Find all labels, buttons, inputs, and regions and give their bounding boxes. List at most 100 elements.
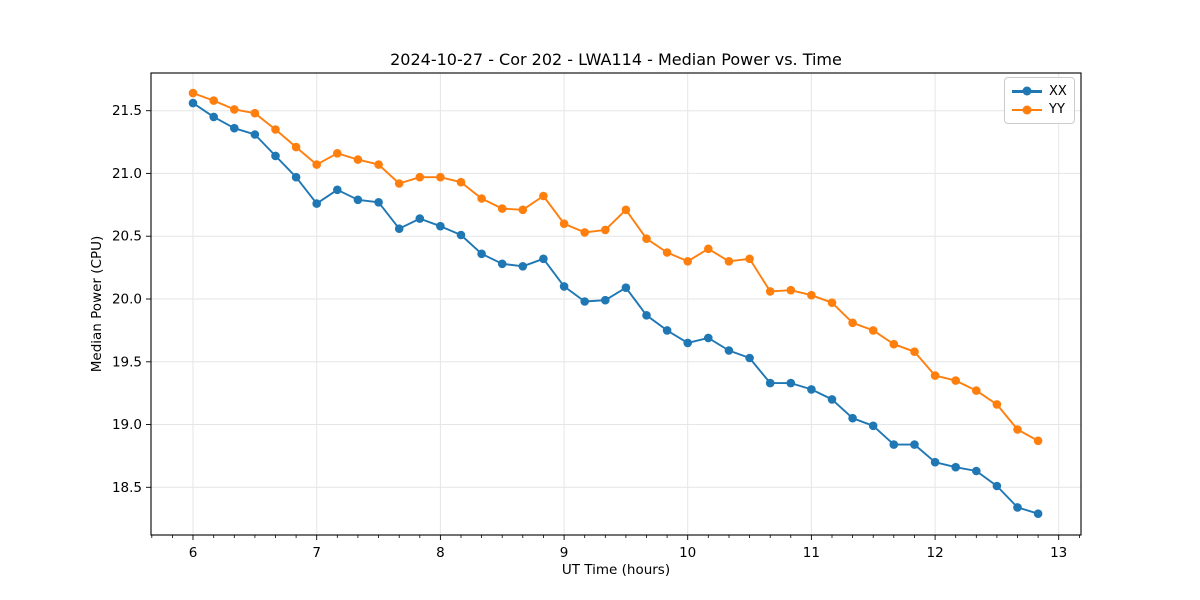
series-yy-point — [209, 96, 218, 105]
x-tick-label: 6 — [189, 545, 198, 561]
series-yy-point — [580, 228, 589, 237]
series-yy-point — [683, 257, 692, 266]
series-xx-point — [230, 123, 239, 133]
series-yy-point — [312, 160, 322, 169]
series-yy-point — [786, 285, 796, 295]
y-axis: 18.5 19.0 19.5 20.0 20.5 21.0 21.5 — [112, 103, 151, 496]
series-xx-point — [807, 385, 816, 394]
series-xx-point — [1013, 503, 1022, 512]
x-tick-label: 11 — [803, 545, 820, 561]
series-yy-point — [230, 105, 239, 114]
series-xx-point — [477, 249, 486, 259]
series-yy-point — [539, 191, 548, 201]
series-yy-point — [724, 257, 734, 266]
series-xx-point — [580, 297, 589, 306]
series-xx-point — [724, 346, 734, 355]
series-yy-point — [662, 248, 672, 257]
series-xx-point — [394, 224, 404, 233]
series-xx-point — [601, 295, 610, 305]
series-xx — [188, 98, 1043, 518]
plot-border — [150, 72, 1082, 536]
series-yy-point — [868, 326, 878, 335]
series-xx-point — [188, 98, 198, 108]
y-tick-label: 21.5 — [112, 103, 142, 119]
series-yy-point — [188, 88, 198, 98]
x-tick-label: 12 — [927, 545, 944, 561]
series-xx-point — [312, 199, 322, 208]
series-yy-point — [1013, 425, 1022, 434]
series-yy-point — [353, 155, 363, 164]
series-yy-point — [559, 219, 569, 228]
x-tick-label: 8 — [436, 545, 445, 561]
x-minor-ticks — [151, 535, 1080, 538]
series-xx-point — [683, 338, 692, 348]
y-tick-label: 20.5 — [112, 229, 142, 245]
series-xx-point — [786, 378, 796, 388]
legend-item-yy: YY — [1012, 103, 1067, 116]
series-xx-point — [250, 130, 260, 139]
series-yy-point — [930, 371, 940, 380]
series-xx-point — [930, 457, 940, 467]
series-yy-point — [601, 225, 610, 235]
series-xx-point — [951, 462, 960, 472]
legend-sample-line-yy — [1012, 105, 1042, 115]
legend: XX YY — [1004, 77, 1075, 124]
series-xx-point — [704, 333, 713, 343]
series-yy-point — [704, 244, 713, 254]
series-yy-point — [518, 205, 528, 215]
series-xx-point — [621, 283, 631, 293]
series-yy-point — [271, 125, 280, 134]
series-yy-point — [910, 347, 919, 357]
x-tick-label: 7 — [312, 545, 321, 561]
y-tick-label: 21.0 — [112, 166, 142, 182]
series-xx-point — [456, 230, 466, 240]
y-tick-label: 19.5 — [112, 354, 142, 370]
series-yy-point — [621, 205, 631, 215]
series-yy-point — [765, 287, 775, 296]
x-tick-label: 9 — [560, 545, 569, 561]
series-xx-point — [436, 221, 445, 231]
series-yy-point — [291, 142, 301, 152]
series-yy-point — [394, 179, 404, 188]
series-yy-point — [415, 172, 425, 182]
series-xx-point — [1033, 509, 1043, 518]
series-yy-point — [992, 400, 1002, 409]
series-yy-point — [827, 298, 837, 308]
series-yy-point — [745, 254, 754, 264]
x-axis-label: UT Time (hours) — [561, 562, 671, 578]
x-tick-label: 10 — [679, 545, 696, 561]
series-yy-point — [333, 149, 342, 158]
series-yy-point — [477, 194, 486, 203]
series-xx-point — [559, 282, 569, 291]
series-xx-point — [353, 195, 363, 205]
series-xx-point — [745, 353, 754, 363]
series-yy — [188, 88, 1043, 446]
series-xx-point — [271, 151, 280, 161]
legend-item-xx: XX — [1012, 85, 1067, 98]
series-yy-line — [192, 92, 1040, 442]
y-axis-label: Median Power (CPU) — [89, 235, 105, 373]
series-xx-point — [662, 326, 672, 335]
series-yy-point — [374, 160, 383, 169]
x-tick-label: 13 — [1050, 545, 1067, 561]
series-xx-point — [848, 413, 857, 423]
x-axis: 6 7 8 9 10 11 12 13 — [189, 535, 1067, 561]
series-yy-point — [1033, 436, 1043, 446]
series-xx-point — [415, 214, 425, 223]
series-yy-point — [436, 172, 445, 182]
series-xx-point — [992, 481, 1002, 491]
series-yy-point — [642, 234, 651, 243]
series-yy-point — [848, 318, 857, 328]
series-xx-point — [497, 259, 507, 269]
legend-label-xx: XX — [1049, 83, 1067, 99]
series-xx-point — [291, 172, 301, 182]
series-xx-point — [765, 378, 775, 388]
series-xx-point — [910, 440, 919, 449]
grid — [151, 73, 1081, 535]
series-xx-point — [868, 421, 878, 431]
y-tick-label: 18.5 — [112, 480, 142, 496]
series-xx-point — [209, 112, 218, 122]
series-xx-point — [518, 262, 528, 271]
